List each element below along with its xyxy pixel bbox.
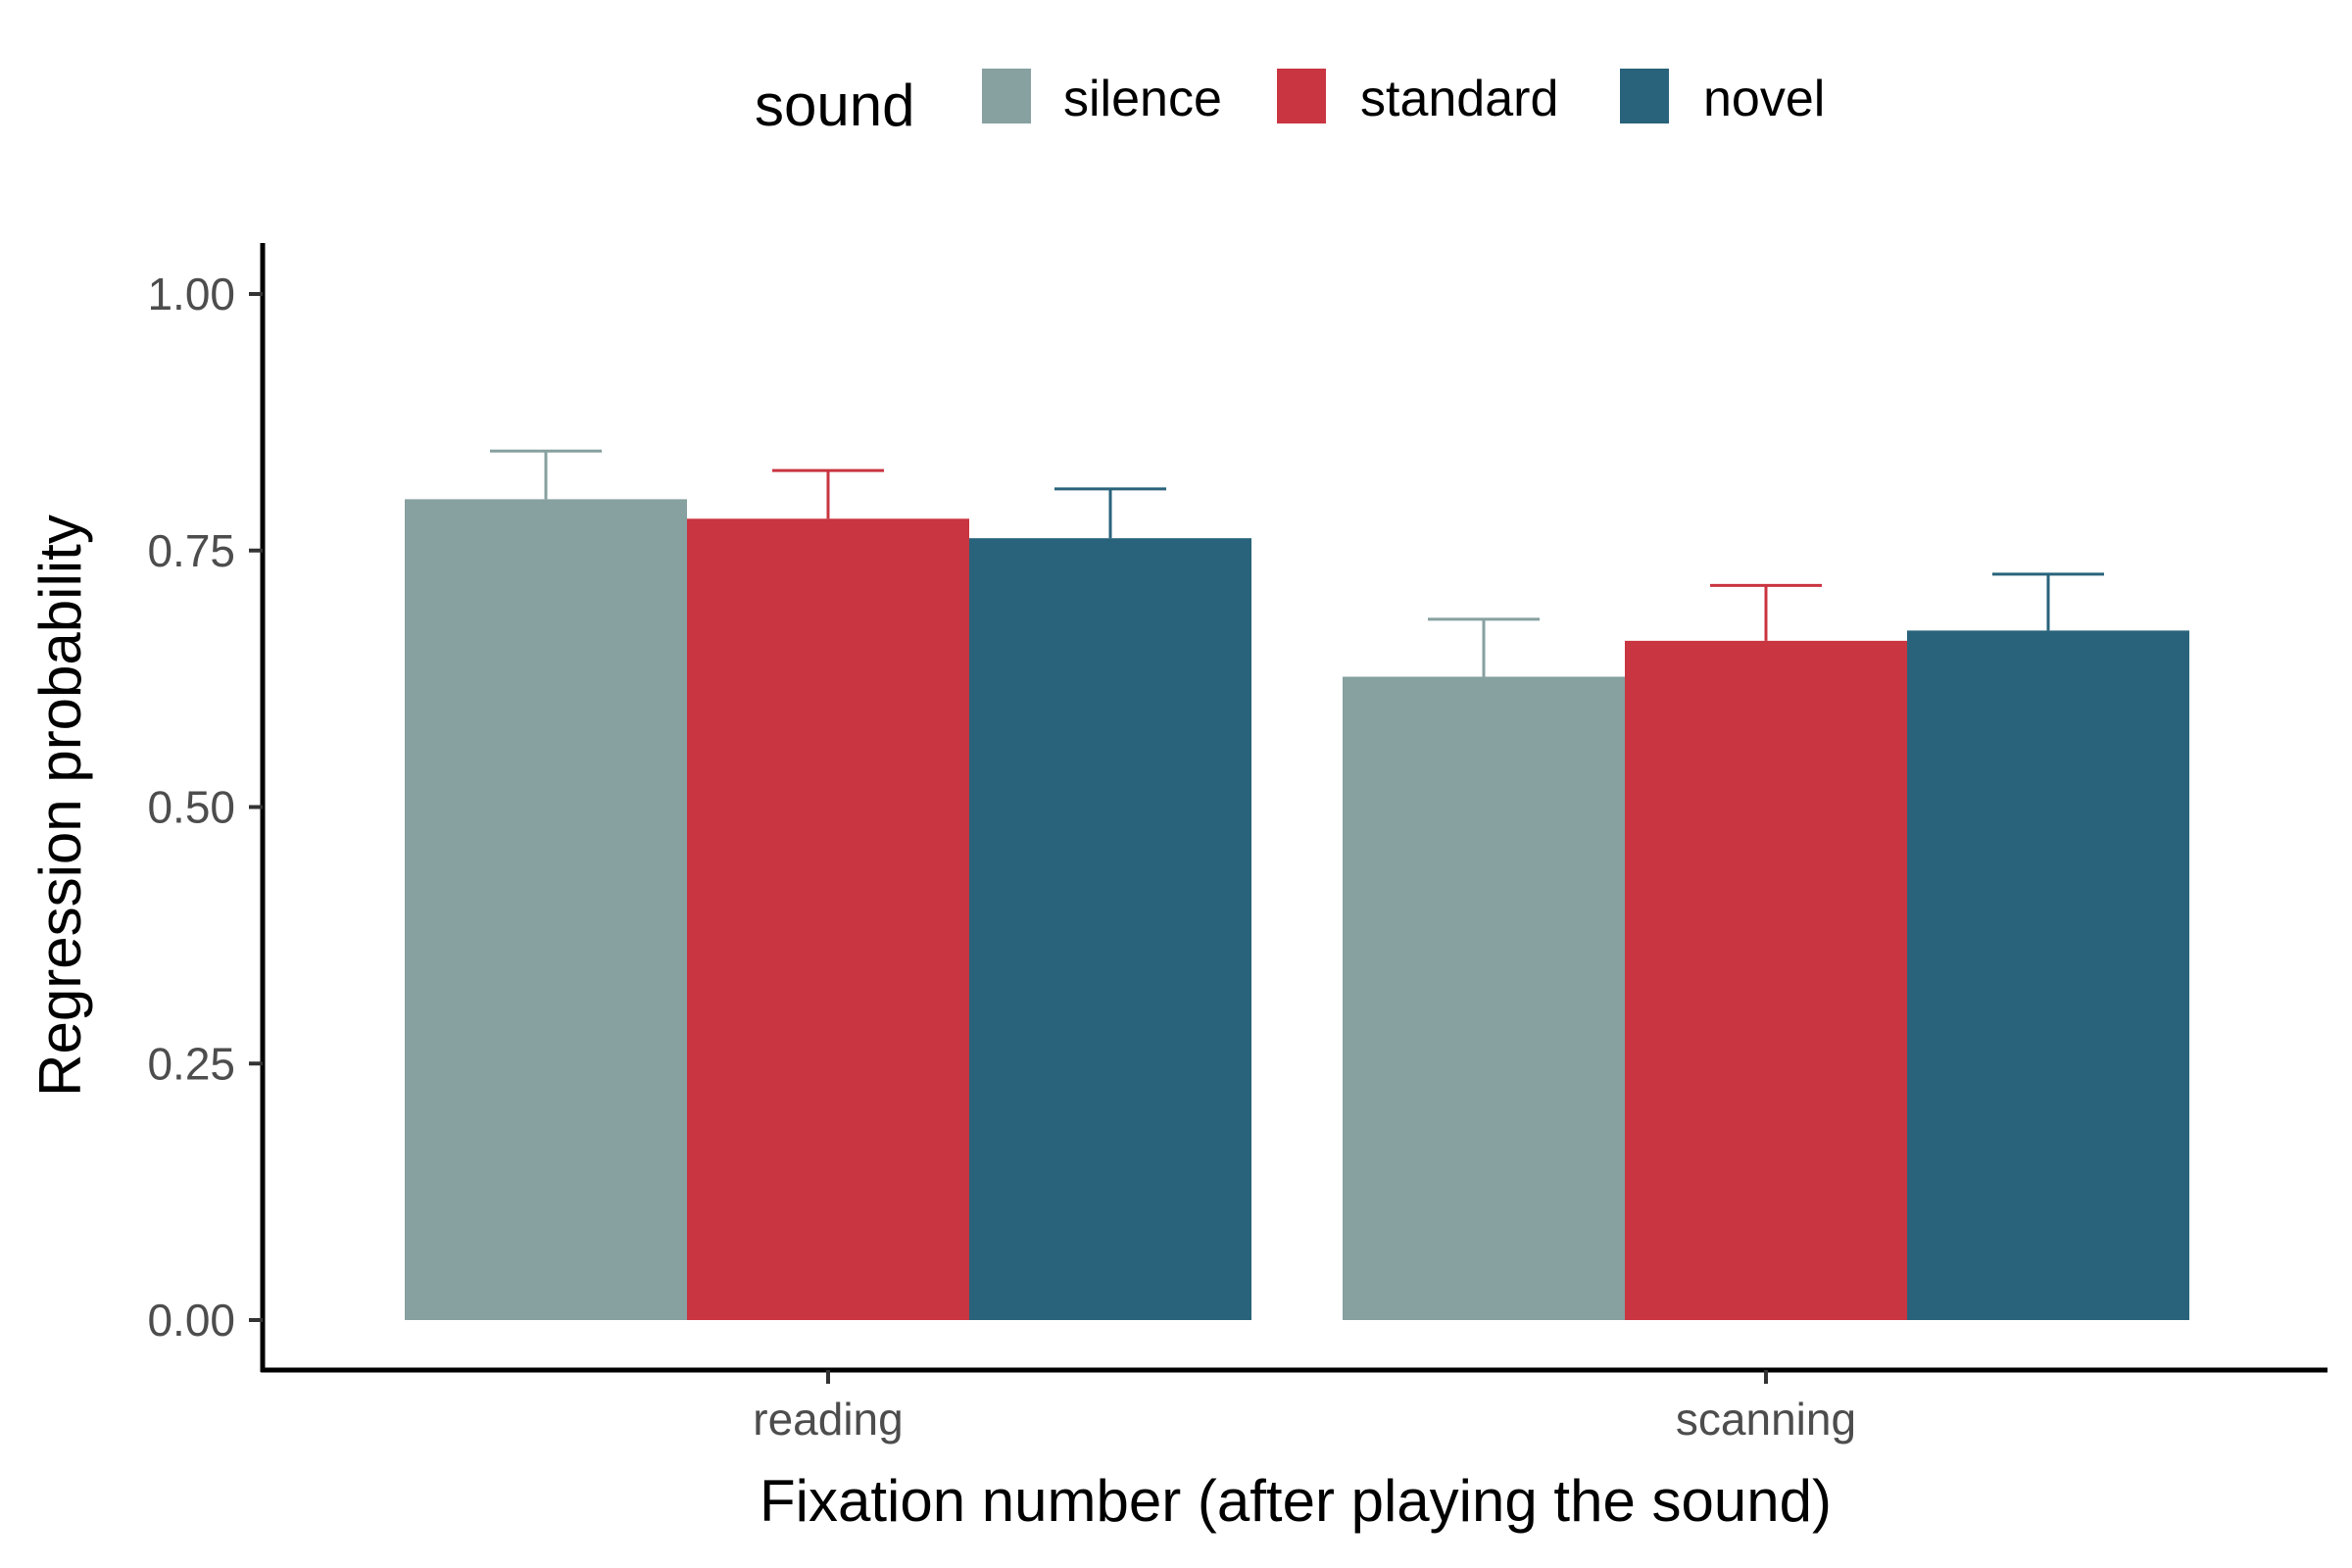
legend-label-novel: novel [1703,71,1825,127]
bar-novel-scanning [1907,630,2189,1320]
legend-label-silence: silence [1063,71,1222,127]
y-tick-label: 0.00 [147,1295,235,1346]
y-tick-label: 0.75 [147,525,235,576]
bar-standard-scanning [1625,640,1907,1320]
x-tick-label: reading [753,1394,903,1445]
y-axis-title: Regression probability [27,514,93,1097]
x-tick-label: scanning [1676,1394,1856,1445]
x-axis-title: Fixation number (after playing the sound… [760,1468,1832,1534]
bar-standard-reading [687,518,969,1320]
bar-silence-reading [405,499,687,1320]
y-tick-label: 1.00 [147,269,235,319]
legend-key-silence [982,69,1031,123]
y-tick-label: 0.50 [147,782,235,833]
legend-label-standard: standard [1360,71,1558,127]
legend: sound silence standard novel [755,69,1825,138]
y-tick-label: 0.25 [147,1038,235,1089]
legend-key-standard [1277,69,1326,123]
bar-silence-scanning [1343,676,1625,1320]
legend-key-novel [1620,69,1669,123]
legend-title: sound [755,73,914,138]
plot-area: 0.00 0.25 0.50 0.75 1.00 reading scanning [147,243,2328,1445]
bar-novel-reading [969,538,1251,1320]
